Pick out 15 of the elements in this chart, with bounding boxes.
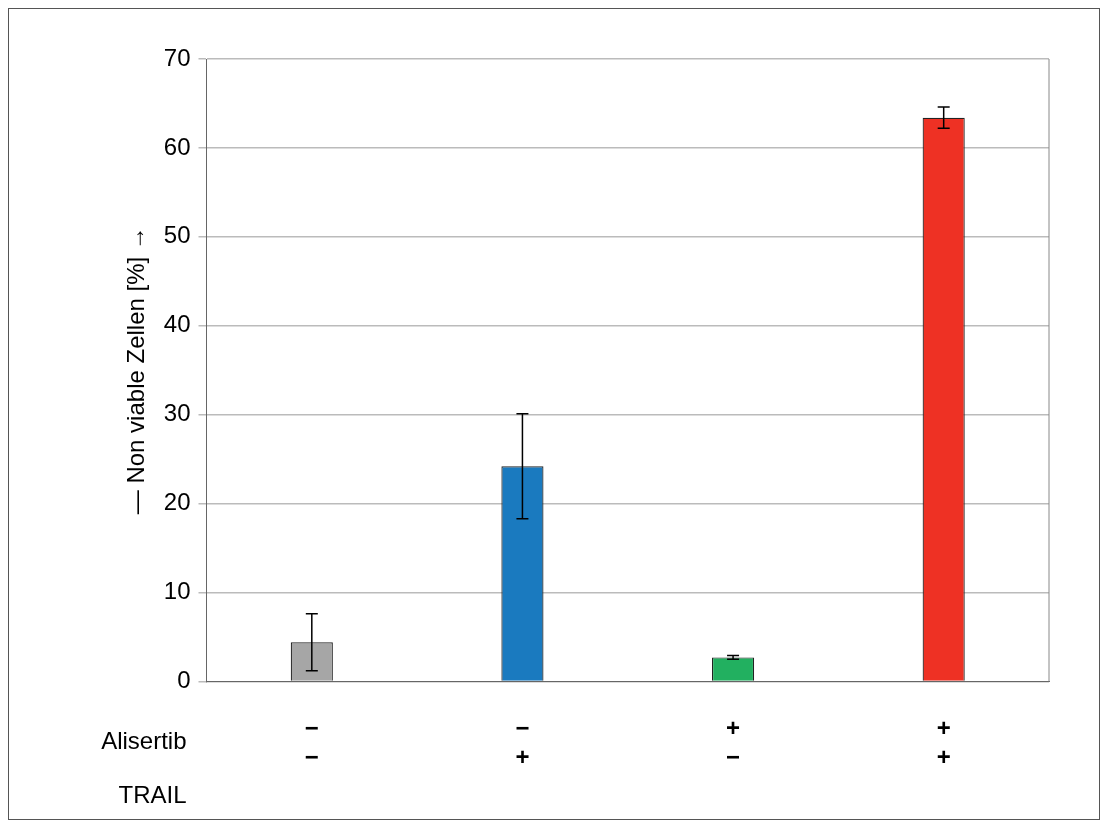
y-tick-label: 30 xyxy=(163,399,191,427)
y-tick-label: 60 xyxy=(163,132,191,160)
y-tick-label: 10 xyxy=(163,577,191,605)
x-tick-label: − − xyxy=(304,714,319,771)
y-tick-label: 50 xyxy=(163,221,191,249)
y-tick-label: 70 xyxy=(163,43,191,71)
y-tick-label: 0 xyxy=(177,666,191,694)
y-tick-label: 40 xyxy=(163,310,191,338)
y-axis-title: — Non viable Zellen [%] → xyxy=(122,226,150,515)
text: Alisertib xyxy=(101,727,187,755)
x-tick-label: + + xyxy=(936,714,951,771)
x-tick-label: − + xyxy=(515,714,530,771)
y-tick-label: 20 xyxy=(163,488,191,516)
x-tick-label: + − xyxy=(726,714,741,771)
text: TRAIL xyxy=(118,781,187,809)
